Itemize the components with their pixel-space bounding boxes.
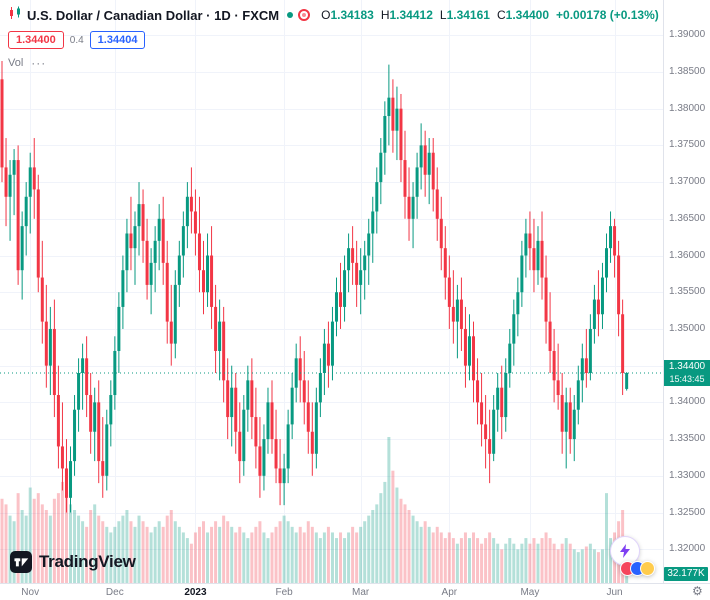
volume-indicator-label: Vol	[8, 57, 24, 69]
tradingview-logo-text: TradingView	[39, 552, 136, 571]
open-label: O	[321, 8, 331, 22]
lightning-icon	[620, 544, 630, 558]
month-label: Mar	[352, 587, 370, 598]
sell-button[interactable]: 1.34400	[8, 31, 64, 49]
price-tick-label: 1.35500	[669, 286, 706, 298]
low-value: 1.34161	[446, 8, 490, 22]
buy-button[interactable]: 1.34404	[89, 31, 146, 49]
month-label: Jun	[606, 587, 623, 598]
price-tick-label: 1.36000	[669, 249, 706, 261]
tradingview-logo-icon	[10, 551, 32, 573]
volume-value-badge: 32.177K	[664, 567, 708, 581]
month-label: Feb	[275, 587, 293, 598]
ohlc-values: O1.34183 H1.34412 L1.34161 C1.34400 +0.0…	[321, 8, 659, 22]
price-axis[interactable]: 1.39000 1.38500 1.38000 1.37500 1.37000 1.365…	[663, 0, 710, 583]
price-tick-label: 1.32500	[669, 506, 706, 518]
chart-legend: U.S. Dollar / Canadian Dollar · 1D · FXC…	[8, 6, 659, 69]
candles-layer	[0, 60, 629, 513]
spread-value: 0.4	[69, 34, 84, 46]
symbol-title[interactable]: U.S. Dollar / Canadian Dollar · 1D · FXC…	[27, 7, 280, 23]
reaction-yellow-icon	[640, 561, 655, 576]
price-tick-label: 1.37500	[669, 139, 706, 151]
price-tick-label: 1.39000	[669, 29, 706, 41]
price-tick-label: 1.32000	[669, 543, 706, 555]
bar-countdown: 15:43:45	[669, 374, 705, 384]
price-tick-label: 1.33000	[669, 469, 706, 481]
realtime-status-dot-icon	[287, 12, 294, 18]
reactions-button[interactable]	[620, 561, 655, 576]
price-tick-label: 1.34000	[669, 396, 706, 408]
price-tick-label: 1.36500	[669, 212, 706, 224]
month-label: Dec	[105, 587, 124, 598]
open-value: 1.34183	[330, 8, 374, 22]
grid-layer	[0, 0, 663, 583]
provider-logo-icon	[298, 9, 311, 21]
close-label: C	[496, 8, 506, 22]
month-label: May	[520, 587, 540, 598]
month-label: Nov	[21, 587, 40, 598]
last-price-badge: 1.34400 15:43:45	[664, 360, 710, 386]
high-value: 1.34412	[389, 8, 433, 22]
month-label: Apr	[441, 587, 458, 598]
high-label: H	[380, 8, 390, 22]
tradingview-logo[interactable]: TradingView	[10, 551, 136, 573]
price-tick-label: 1.38500	[669, 65, 706, 77]
indicator-more-menu[interactable]: ···	[31, 56, 47, 70]
close-value: 1.34400	[505, 8, 550, 22]
mini-candles-icon	[8, 6, 22, 25]
price-tick-label: 1.37000	[669, 176, 706, 188]
price-tick-label: 1.38000	[669, 102, 706, 114]
month-label: 2023	[184, 587, 207, 598]
time-axis[interactable]: Nov Dec 2023 Feb Mar Apr May Jun	[0, 583, 710, 600]
price-tick-label: 1.35000	[669, 322, 706, 334]
price-scale-settings-gear-icon[interactable]: ⚙	[692, 584, 703, 598]
last-price-value: 1.34400	[668, 361, 706, 372]
price-chart-plot[interactable]	[0, 0, 663, 583]
low-label: L	[439, 8, 447, 22]
price-tick-label: 1.33500	[669, 433, 706, 445]
change-value: +0.00178 (+0.13%)	[556, 8, 659, 22]
